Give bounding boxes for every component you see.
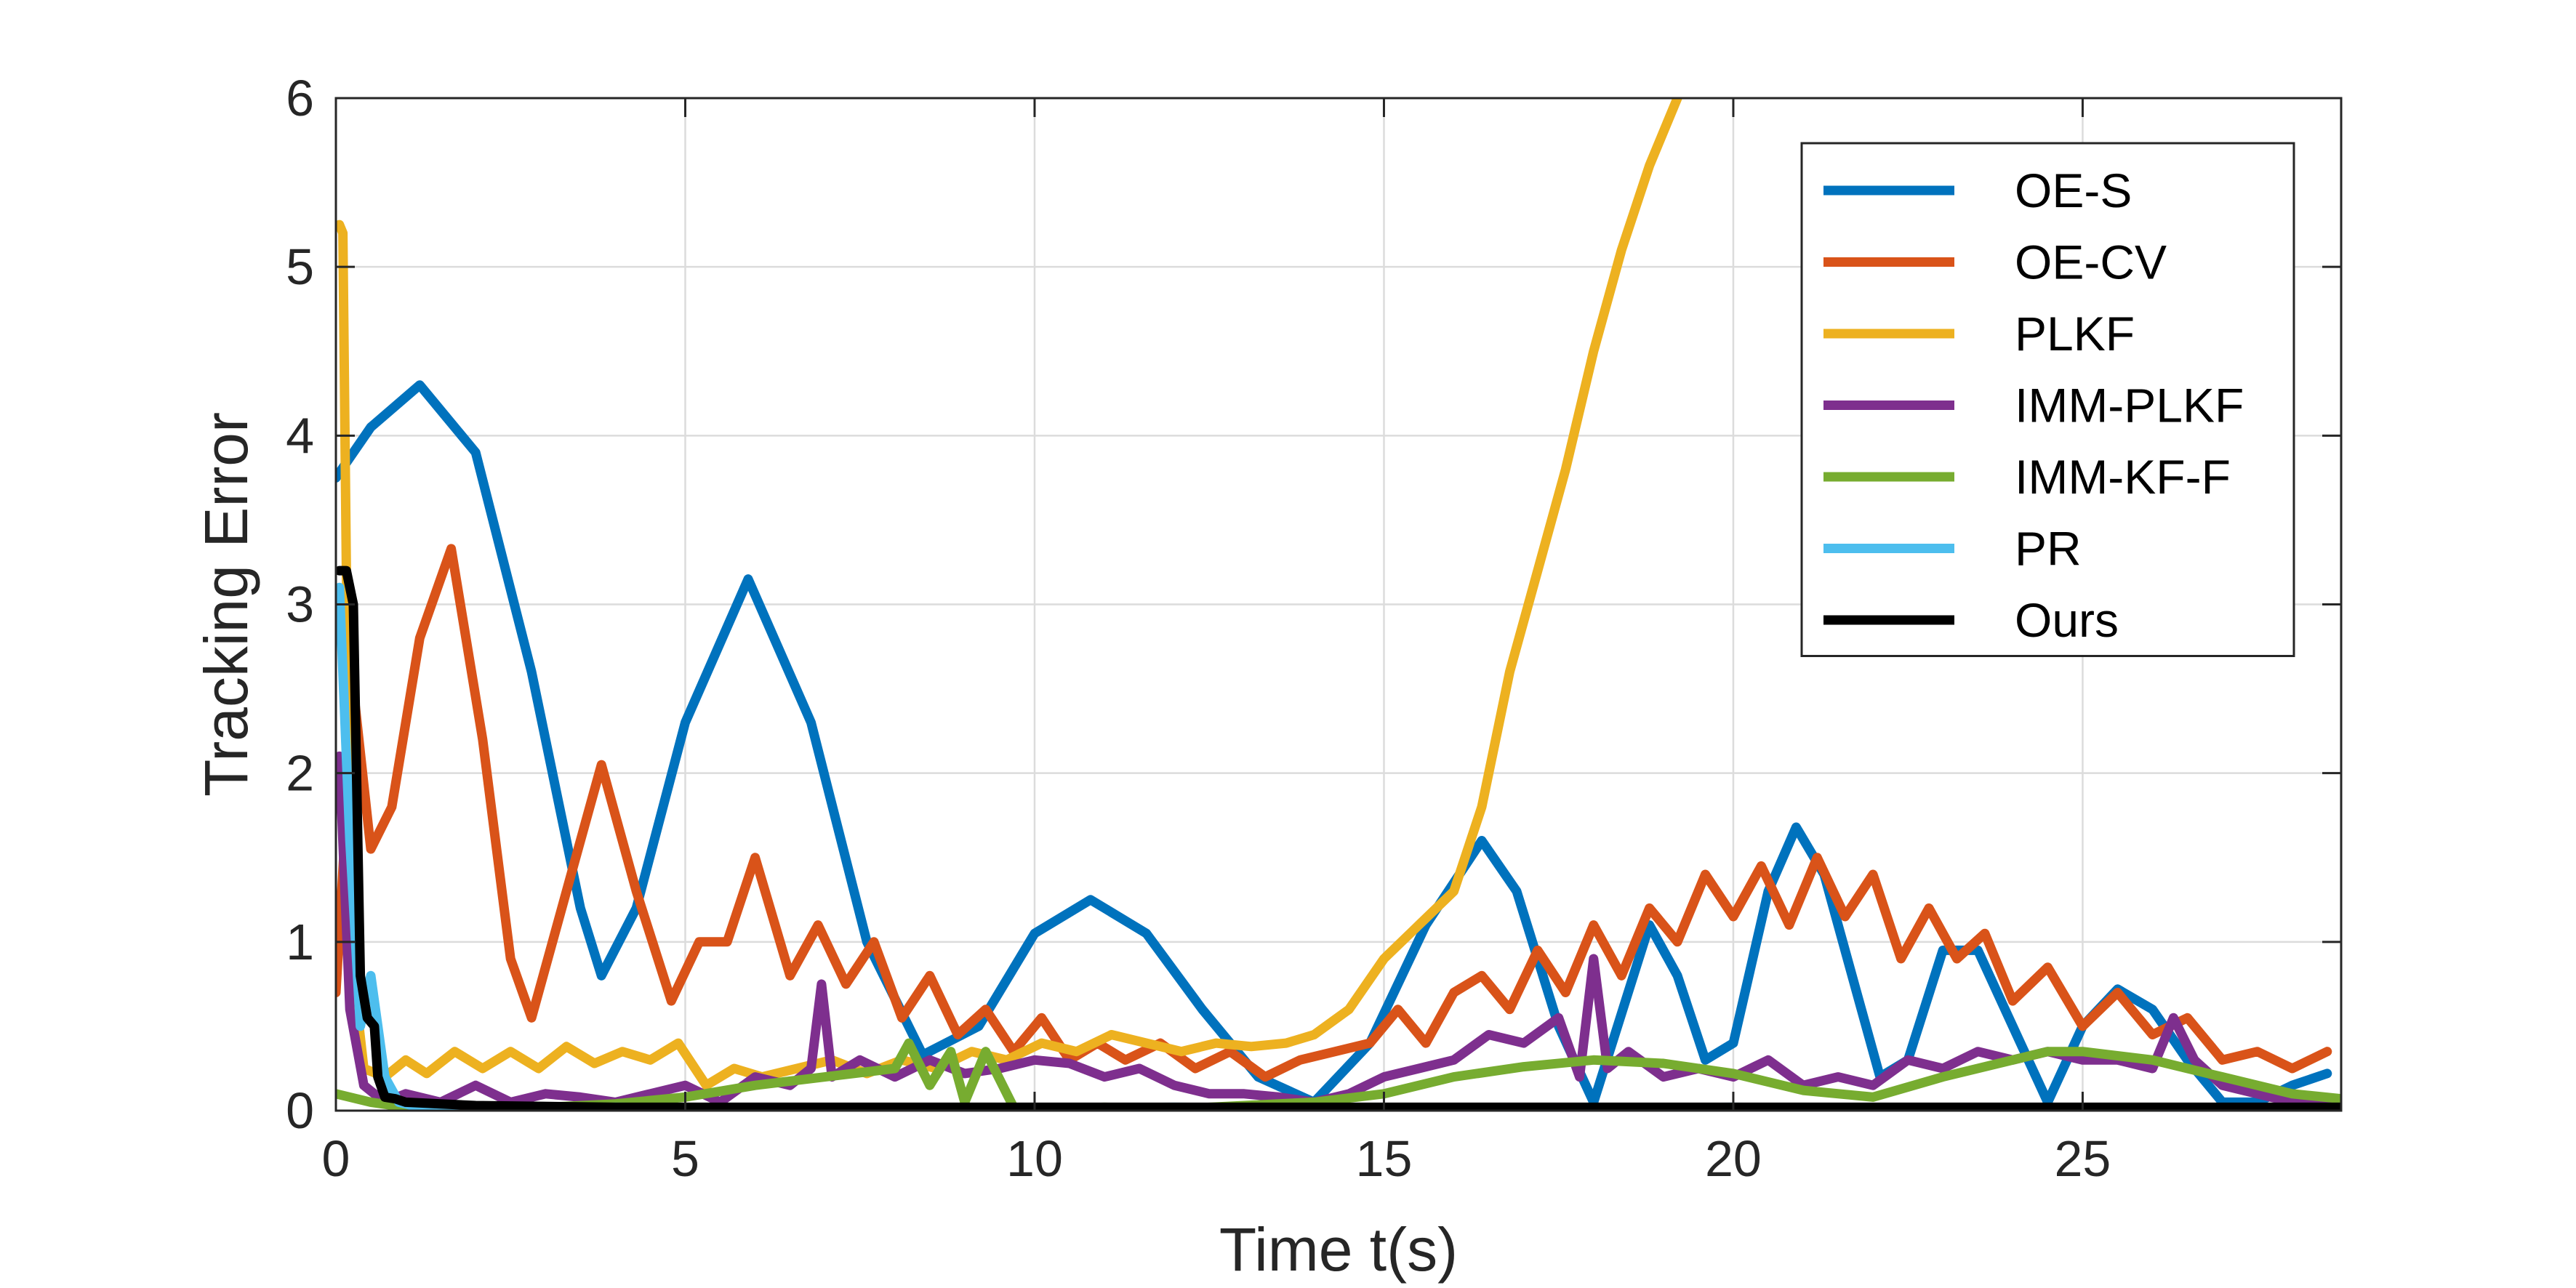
legend-box bbox=[1800, 142, 2295, 657]
y-tick-label: 5 bbox=[286, 238, 314, 295]
series-line-ours bbox=[336, 565, 2341, 1111]
x-tick-label: 25 bbox=[2055, 1130, 2111, 1187]
y-tick-label: 6 bbox=[286, 70, 314, 126]
axis-ticks: 0 5 10 15 20 25 0 1 2 3 4 5 6 bbox=[286, 70, 2341, 1187]
y-tick-label: 0 bbox=[286, 1082, 314, 1139]
legend: OE-S OE-CV PLKF IMM-PLKF IMM-KF-F PR Ours bbox=[1800, 142, 2295, 657]
x-axis-title: Time t(s) bbox=[1219, 1215, 1458, 1284]
x-tick-label: 20 bbox=[1705, 1130, 1762, 1187]
y-tick-label: 2 bbox=[286, 745, 314, 802]
y-tick-label: 1 bbox=[286, 914, 314, 970]
legend-label-oe-cv: OE-CV bbox=[2015, 236, 2167, 289]
y-axis-title: Tracking Error bbox=[192, 412, 260, 797]
legend-label-oe-s: OE-S bbox=[2015, 164, 2132, 217]
legend-label-pr: PR bbox=[2015, 522, 2082, 576]
legend-label-ours: Ours bbox=[2015, 593, 2119, 647]
x-tick-label: 15 bbox=[1356, 1130, 1413, 1187]
x-tick-label: 10 bbox=[1006, 1130, 1063, 1187]
legend-label-plkf: PLKF bbox=[2015, 307, 2135, 361]
x-tick-label: 0 bbox=[322, 1130, 350, 1187]
x-tick-label: 5 bbox=[671, 1130, 699, 1187]
legend-label-imm-plkf: IMM-PLKF bbox=[2015, 379, 2244, 432]
legend-label-imm-kf-f: IMM-KF-F bbox=[2015, 450, 2231, 504]
y-tick-label: 4 bbox=[286, 407, 314, 464]
y-tick-label: 3 bbox=[286, 576, 314, 633]
series-line-oe-cv bbox=[336, 544, 2332, 1082]
